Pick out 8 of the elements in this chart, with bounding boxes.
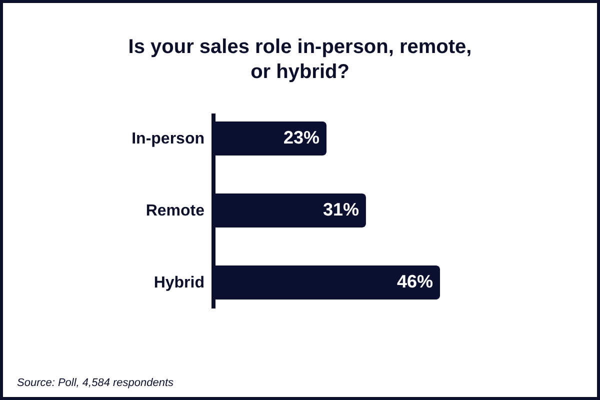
y-tick-label: Remote: [146, 202, 205, 220]
data-label: 31%: [322, 200, 359, 220]
data-label: 23%: [283, 127, 320, 148]
chart-title: Is your sales role in-person, remote, or hybrid?: [128, 36, 472, 83]
data-label: 46%: [396, 272, 433, 292]
y-tick-label: In-person: [132, 130, 204, 148]
source-note: Source: Poll, 4,584 respondents: [17, 377, 174, 389]
y-tick-label: Hybrid: [154, 274, 204, 292]
